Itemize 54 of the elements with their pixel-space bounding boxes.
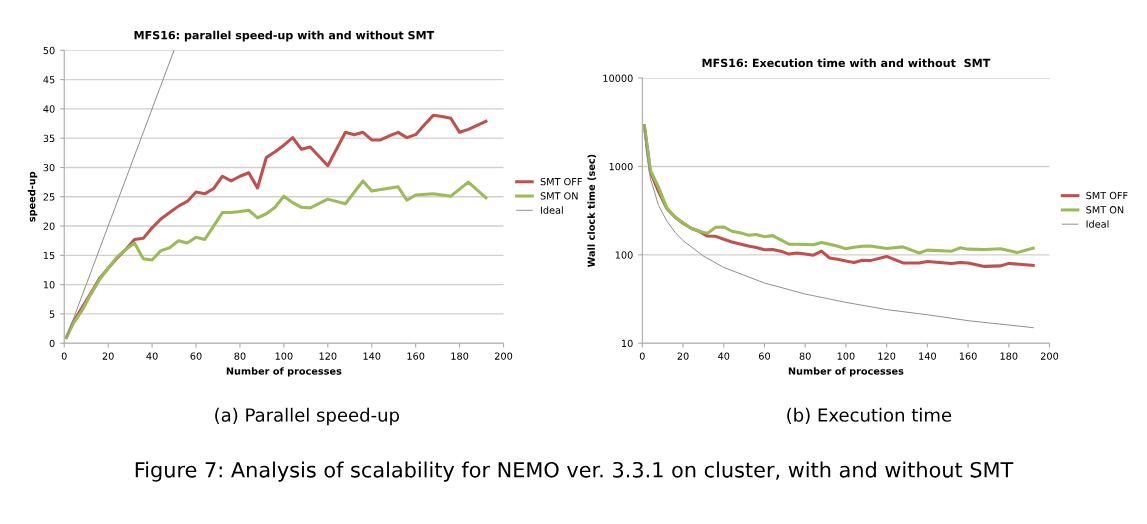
y-tick-label: 10000 xyxy=(603,74,633,82)
legend-label: Ideal xyxy=(1086,220,1109,228)
legend-label: Ideal xyxy=(540,206,563,214)
x-tick-label: 0 xyxy=(639,352,645,360)
x-tick-label: 100 xyxy=(837,352,855,360)
legend-label: SMT OFF xyxy=(540,177,582,186)
x-tick-label: 180 xyxy=(1000,352,1018,360)
y-tick-label: 35 xyxy=(43,134,55,143)
chart-title: MFS16: Execution time with and without SMT xyxy=(702,58,991,68)
x-axis-title: Number of processes xyxy=(226,367,342,377)
x-tick-label: 60 xyxy=(190,352,202,360)
x-tick-label: 40 xyxy=(146,352,158,360)
x-tick-label: 0 xyxy=(61,352,67,360)
y-tick-label: 0 xyxy=(49,339,55,348)
y-tick-label: 45 xyxy=(43,76,55,84)
x-axis-title: Number of processes xyxy=(788,367,904,377)
y-tick-label: 30 xyxy=(43,163,55,172)
y-tick-label: 10 xyxy=(43,281,55,289)
x-tick-label: 80 xyxy=(234,352,246,360)
x-tick-label: 140 xyxy=(919,352,936,360)
y-tick-label: 40 xyxy=(43,105,55,113)
x-tick-label: 200 xyxy=(1040,352,1059,360)
y-tick-label: 1000 xyxy=(609,162,633,171)
y-tick-label: 5 xyxy=(49,310,55,318)
y-tick-label: 100 xyxy=(615,251,633,259)
y-axis-title: Wall clock time (sec) xyxy=(587,154,597,268)
line-series xyxy=(643,125,1034,329)
legend-label: SMT OFF xyxy=(1086,191,1128,200)
x-tick-label: 100 xyxy=(275,352,293,360)
y-tick-label: 20 xyxy=(43,222,55,230)
x-tick-label: 60 xyxy=(758,352,771,360)
chart-title: MFS16: parallel speed-up with and without SMT xyxy=(134,30,435,42)
y-tick-label: 50 xyxy=(43,46,55,55)
x-tick-label: 40 xyxy=(718,352,730,360)
text: (b) Execution time xyxy=(787,407,952,424)
legend-label: SMT ON xyxy=(1086,206,1124,214)
x-tick-label: 120 xyxy=(878,352,896,360)
x-tick-label: 140 xyxy=(363,352,381,360)
legend-label: SMT ON xyxy=(540,192,578,200)
x-tick-label: 20 xyxy=(102,352,114,360)
y-tick-label: 10 xyxy=(621,339,633,348)
caption: Figure 7: Analysis of scalability for NEMO ver. 3.3.1 on cluster, with and without SMT xyxy=(135,461,1014,482)
line-series xyxy=(64,179,488,339)
y-tick-label: 15 xyxy=(43,251,55,260)
x-tick-label: 20 xyxy=(677,352,689,360)
x-tick-label: 120 xyxy=(319,352,337,360)
x-tick-label: 180 xyxy=(451,352,469,360)
y-axis-title: speed-up xyxy=(27,171,38,222)
y-tick-label: 25 xyxy=(43,193,55,201)
x-tick-label: 160 xyxy=(959,352,977,360)
x-tick-label: 160 xyxy=(407,352,425,360)
x-tick-label: 80 xyxy=(799,352,811,360)
text: (a) Parallel speed-up xyxy=(215,407,400,426)
x-tick-label: 200 xyxy=(494,352,513,360)
